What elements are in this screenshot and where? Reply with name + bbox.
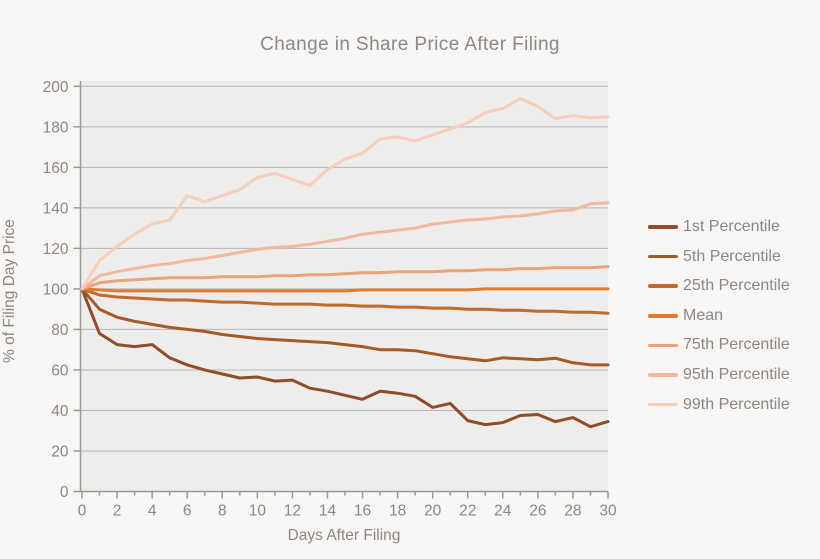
y-tick-label-100: 100 <box>43 281 69 298</box>
legend: 1st Percentile 5th Percentile 25th Percent… <box>648 217 790 424</box>
series-line-1st-percentile <box>80 287 610 429</box>
legend-item-99th-percentile: 99th Percentile <box>648 395 790 415</box>
y-tick-label-0: 0 <box>60 484 69 501</box>
legend-item-1st-percentile: 1st Percentile <box>648 217 790 237</box>
legend-item-mean: Mean <box>648 306 790 326</box>
x-tick-label-14: 14 <box>319 503 337 520</box>
chart-title: Change in Share Price After Filing <box>260 34 560 55</box>
legend-item-25th-percentile: 25th Percentile <box>648 276 790 296</box>
legend-label: Mean <box>683 306 724 324</box>
x-tick-label-20: 20 <box>424 503 442 520</box>
legend-swatch <box>648 402 678 407</box>
legend-swatch <box>648 225 678 229</box>
x-tick-label-2: 2 <box>113 503 122 520</box>
series-line-mean <box>80 287 610 293</box>
x-tick-label-4: 4 <box>148 503 157 520</box>
legend-label: 25th Percentile <box>683 277 790 295</box>
legend-label: 99th Percentile <box>683 395 790 413</box>
y-tick-label-40: 40 <box>51 403 69 420</box>
legend-item-5th-percentile: 5th Percentile <box>648 247 790 267</box>
x-tick-label-26: 26 <box>529 503 546 520</box>
x-tick-label-8: 8 <box>218 503 227 520</box>
x-tick-label-24: 24 <box>494 503 512 520</box>
x-tick-label-12: 12 <box>284 503 301 520</box>
y-tick-label-180: 180 <box>43 119 69 136</box>
x-tick-label-10: 10 <box>249 503 267 520</box>
legend-item-95th-percentile: 95th Percentile <box>648 365 790 385</box>
y-tick-label-120: 120 <box>43 241 69 258</box>
legend-item-75th-percentile: 75th Percentile <box>648 335 790 355</box>
legend-swatch <box>648 343 678 348</box>
legend-swatch <box>648 284 678 288</box>
legend-label: 95th Percentile <box>683 365 790 383</box>
legend-label: 1st Percentile <box>683 218 780 235</box>
series-line-5th-percentile <box>80 287 610 367</box>
x-tick-label-28: 28 <box>564 503 581 520</box>
legend-label: 75th Percentile <box>683 336 790 354</box>
y-tick-label-140: 140 <box>43 200 69 217</box>
y-tick-label-60: 60 <box>51 362 69 379</box>
x-axis-title: Days After Filing <box>287 527 401 544</box>
series-line-75th-percentile <box>80 265 610 291</box>
plot-background <box>80 81 608 492</box>
x-tick-label-0: 0 <box>78 503 87 520</box>
legend-swatch <box>648 314 678 318</box>
y-tick-label-200: 200 <box>43 79 69 96</box>
series-line-99th-percentile <box>80 97 610 291</box>
series-line-95th-percentile <box>80 201 610 291</box>
y-axis-title: % of Filing Day Price <box>1 219 18 363</box>
x-tick-label-6: 6 <box>183 503 192 520</box>
y-tick-label-80: 80 <box>51 322 69 339</box>
x-tick-label-18: 18 <box>389 503 406 520</box>
y-tick-label-160: 160 <box>43 160 69 177</box>
x-tick-label-16: 16 <box>354 503 371 520</box>
legend-label: 5th Percentile <box>683 247 781 265</box>
y-tick-label-20: 20 <box>51 443 69 460</box>
x-tick-label-22: 22 <box>459 503 476 520</box>
series-line-25th-percentile <box>80 287 610 315</box>
legend-swatch <box>648 373 678 377</box>
legend-swatch <box>648 254 678 259</box>
x-tick-label-30: 30 <box>599 503 617 520</box>
